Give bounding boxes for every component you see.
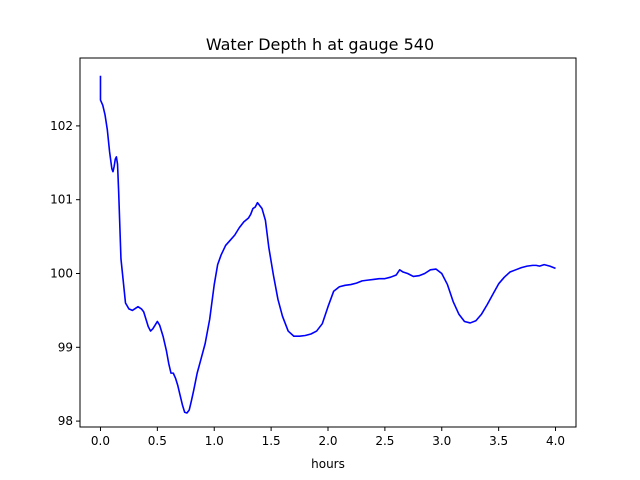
x-tick-label: 4.0 — [546, 434, 565, 448]
x-tick-label: 1.5 — [262, 434, 281, 448]
y-tick-label: 102 — [50, 119, 73, 133]
y-tick-label: 100 — [50, 266, 73, 280]
y-axis: 98 99 100 101 102 — [50, 119, 80, 428]
chart-title: Water Depth h at gauge 540 — [206, 35, 434, 54]
series-line — [99, 75, 556, 414]
x-axis: 0.0 0.5 1.0 1.5 2.0 2.5 3.0 3.5 4.0 — [91, 427, 565, 448]
x-axis-label: hours — [311, 457, 345, 471]
x-tick-label: 2.0 — [318, 434, 337, 448]
y-tick-label: 99 — [58, 340, 73, 354]
x-tick-label: 0.5 — [148, 434, 167, 448]
x-tick-label: 2.5 — [375, 434, 394, 448]
x-tick-label: 3.0 — [432, 434, 451, 448]
x-tick-label: 3.5 — [489, 434, 508, 448]
x-tick-label: 0.0 — [91, 434, 110, 448]
y-tick-label: 101 — [50, 193, 73, 207]
y-tick-label: 98 — [58, 414, 73, 428]
plot-area — [99, 75, 556, 414]
x-tick-label: 1.0 — [205, 434, 224, 448]
